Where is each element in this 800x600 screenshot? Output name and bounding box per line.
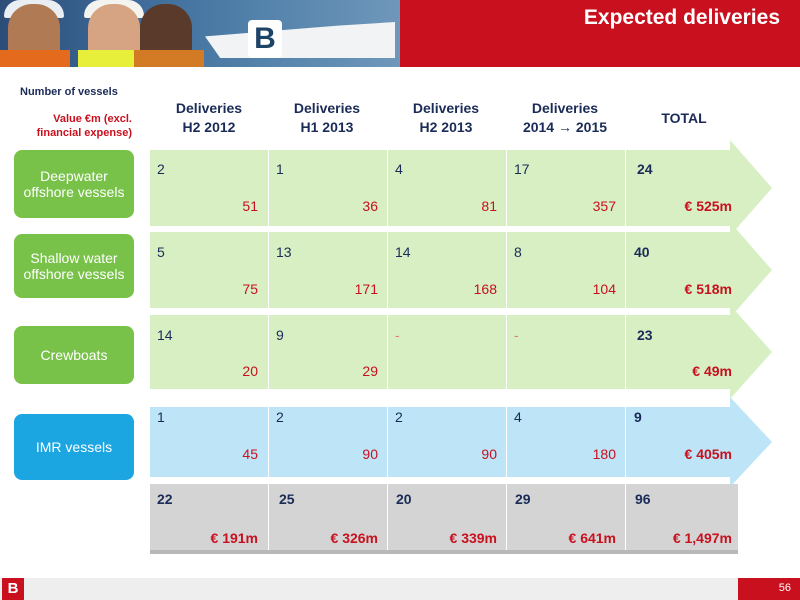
- page-number: 56: [778, 582, 791, 594]
- header-band: [400, 0, 800, 67]
- row-arrow-imr-vessels: [150, 397, 772, 487]
- cell-value: 20: [242, 363, 258, 379]
- cell-count: 2: [276, 409, 284, 425]
- column-header-line2: H2 2013: [419, 119, 473, 135]
- cell-value: 90: [481, 446, 497, 462]
- cell-value: 90: [362, 446, 378, 462]
- cell-value-total: € 405m: [684, 446, 732, 462]
- column-header-line2: H2 2012: [182, 119, 236, 135]
- total-value: € 326m: [330, 530, 378, 546]
- total-value: € 339m: [449, 530, 497, 546]
- column-divider: [268, 80, 269, 550]
- header-photo: B: [0, 0, 400, 67]
- row-arrow-crewboats: [150, 305, 772, 399]
- cell-count: 14: [157, 327, 173, 343]
- cell-count-total: 40: [634, 244, 650, 260]
- column-header-line1: Deliveries: [412, 100, 480, 116]
- cell-count: 1: [157, 409, 165, 425]
- row-label-crewboats: Crewboats: [14, 326, 134, 384]
- cell-count: 13: [276, 244, 292, 260]
- cell-value: 81: [481, 198, 497, 214]
- row-arrow-deepwater: [150, 140, 772, 236]
- grand-total-value: € 1,497m: [672, 530, 732, 546]
- column-header-total: TOTAL: [625, 92, 743, 144]
- safety-vest: [78, 50, 148, 67]
- column-header-h1-2013: Deliveries H1 2013: [268, 92, 386, 144]
- cell-count-empty: -: [514, 327, 519, 343]
- column-header-line2: H1 2013: [300, 119, 354, 135]
- row-label-imr-vessels: IMR vessels: [14, 414, 134, 480]
- total-count: 25: [279, 491, 295, 507]
- column-divider: [506, 80, 507, 550]
- totals-band: [150, 484, 738, 550]
- cell-count: 4: [395, 161, 403, 177]
- cell-count: 2: [395, 409, 403, 425]
- total-value: € 191m: [210, 530, 258, 546]
- column-header-h2-2012: Deliveries H2 2012: [150, 92, 268, 144]
- vessel-image: [205, 22, 395, 58]
- total-count: 22: [157, 491, 173, 507]
- cell-count-empty: -: [395, 327, 400, 343]
- total-count: 20: [396, 491, 412, 507]
- grand-total-count: 96: [635, 491, 651, 507]
- cell-count: 14: [395, 244, 411, 260]
- cell-value-total: € 49m: [692, 363, 732, 379]
- cell-value: 168: [473, 281, 497, 297]
- column-header-line1: Deliveries: [175, 100, 243, 116]
- cell-count: 4: [514, 409, 522, 425]
- column-header-line2: 2014 → 2015: [522, 119, 608, 135]
- cell-value: 104: [592, 281, 616, 297]
- footer-page-band: [738, 578, 800, 600]
- column-divider: [387, 80, 388, 550]
- cell-count-total: 24: [637, 161, 653, 177]
- cell-value-total: € 518m: [684, 281, 732, 297]
- cell-count: 9: [276, 327, 284, 343]
- cell-value: 180: [592, 446, 616, 462]
- cell-value: 75: [242, 281, 258, 297]
- cell-count: 1: [276, 161, 284, 177]
- column-divider: [625, 80, 626, 550]
- cell-value: 29: [362, 363, 378, 379]
- legend-count: Number of vessels: [20, 86, 118, 98]
- cell-count: 8: [514, 244, 522, 260]
- cell-value: 357: [592, 198, 616, 214]
- column-header-line1: TOTAL: [661, 109, 707, 126]
- column-header-2014-2015: Deliveries 2014 → 2015: [506, 92, 624, 144]
- row-arrow-shallow-water: [150, 222, 772, 318]
- vessel-logo: B: [248, 20, 282, 58]
- totals-shadow: [150, 550, 738, 554]
- cell-count: 2: [157, 161, 165, 177]
- total-value: € 641m: [568, 530, 616, 546]
- column-header-h2-2013: Deliveries H2 2013: [387, 92, 505, 144]
- cell-count-total: 9: [634, 409, 642, 425]
- legend-value: Value €m (excl. financial expense): [36, 113, 132, 139]
- safety-vest: [0, 50, 70, 67]
- cell-count-total: 23: [637, 327, 653, 343]
- column-header-line1: Deliveries: [293, 100, 361, 116]
- row-label-deepwater: Deepwater offshore vessels: [14, 150, 134, 218]
- footer-bar: [0, 578, 738, 600]
- cell-value: 171: [354, 281, 378, 297]
- cell-value: 36: [362, 198, 378, 214]
- brand-logo-icon: B: [2, 578, 24, 600]
- column-header-line1: Deliveries: [531, 100, 599, 116]
- cell-value: 45: [242, 446, 258, 462]
- row-label-shallow-water: Shallow water offshore vessels: [14, 234, 134, 298]
- safety-vest: [134, 50, 204, 67]
- cell-count: 5: [157, 244, 165, 260]
- page-title: Expected deliveries: [583, 6, 780, 29]
- cell-count: 17: [514, 161, 530, 177]
- cell-value-total: € 525m: [684, 198, 732, 214]
- cell-value: 51: [242, 198, 258, 214]
- total-count: 29: [515, 491, 531, 507]
